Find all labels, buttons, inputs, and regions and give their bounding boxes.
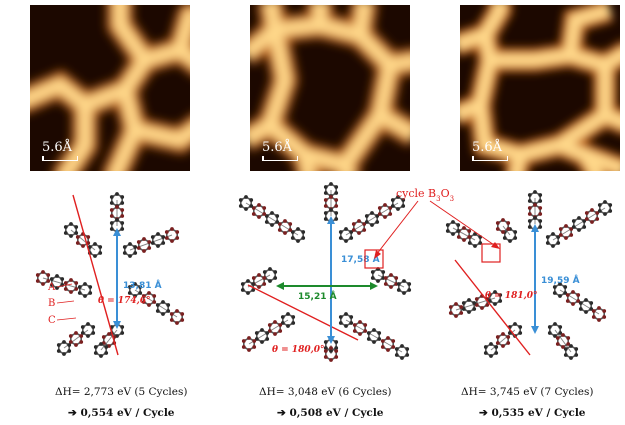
stm-pattern [30, 5, 190, 171]
scale-label: 5.6Å [472, 140, 503, 155]
molecule-rings [445, 190, 613, 360]
enthalpy-7-cycles: ΔH= 3,745 eV (7 Cycles) [461, 386, 594, 398]
angle-line [247, 284, 359, 341]
stm-pattern [250, 5, 410, 171]
scale-bar: 5.6Å [262, 141, 298, 161]
angle-label: θ = 181,0° [485, 291, 538, 301]
molecule-5-cycles: 13,81 Å θ = 174,6° A B C [35, 192, 185, 358]
stm-image-5-cycles: 5.6Å [30, 5, 190, 171]
site-label-c: C [48, 315, 56, 326]
scale-bar: 5.6Å [472, 141, 508, 161]
angle-line [72, 194, 119, 356]
b3o3-highlight [481, 243, 501, 263]
distance-label: 13,81 Å [123, 280, 162, 291]
molecule-rings [238, 182, 412, 362]
site-label-a: A [47, 282, 56, 293]
per-cycle-5: ➔ 0,554 eV / Cycle [68, 407, 175, 419]
enthalpy-5-cycles: ΔH= 2,773 eV (5 Cycles) [55, 386, 188, 398]
distance-label-horizontal: 15,21 Å [298, 291, 337, 302]
molecule-7-cycles: 19,59 Å θ = 181,0° [445, 190, 613, 360]
distance-label: 19,59 Å [541, 275, 580, 286]
angle-label: θ = 180,0° [272, 345, 325, 355]
stm-image-6-cycles: 5.6Å [250, 5, 410, 171]
angle-line [454, 259, 531, 356]
molecule-6-cycles: 17,58 Å 15,21 Å θ = 180,0° [238, 182, 412, 362]
stm-pattern [460, 5, 620, 171]
angle-label: θ = 174,6° [98, 296, 151, 306]
stm-image-7-cycles: 5.6Å [460, 5, 620, 171]
callout-arrow [375, 200, 419, 256]
site-label-b: B [48, 298, 55, 309]
per-cycle-7: ➔ 0,535 eV / Cycle [479, 407, 586, 419]
enthalpy-6-cycles: ΔH= 3,048 eV (6 Cycles) [259, 386, 392, 398]
scale-label: 5.6Å [262, 140, 293, 155]
b3o3-highlight [364, 249, 384, 269]
molecule-rings [35, 192, 185, 358]
callout-label: cycle B3O3 [396, 187, 454, 203]
per-cycle-6: ➔ 0,508 eV / Cycle [277, 407, 384, 419]
distance-label-vertical: 17,58 Å [341, 254, 380, 265]
scale-bar: 5.6Å [42, 141, 78, 161]
scale-label: 5.6Å [42, 140, 73, 155]
